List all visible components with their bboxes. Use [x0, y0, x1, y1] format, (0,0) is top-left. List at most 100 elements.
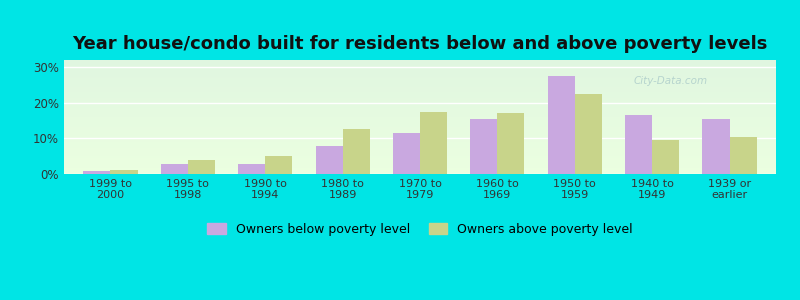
Bar — [64, 80, 776, 82]
Bar — [64, 85, 776, 86]
Bar — [64, 126, 776, 127]
Bar — [64, 103, 776, 104]
Bar — [64, 101, 776, 102]
Bar — [64, 116, 776, 117]
Bar — [64, 132, 776, 133]
Bar — [64, 94, 776, 95]
Bar — [64, 158, 776, 159]
Bar — [110, 170, 138, 174]
Bar — [64, 143, 776, 144]
Bar — [64, 88, 776, 90]
Bar — [64, 161, 776, 163]
Bar — [64, 128, 776, 130]
Bar — [64, 68, 776, 69]
Bar — [64, 133, 776, 134]
Bar — [64, 169, 776, 171]
Bar — [574, 94, 602, 174]
Bar — [64, 123, 776, 124]
Bar — [64, 111, 776, 112]
Bar — [64, 119, 776, 120]
Bar — [64, 75, 776, 76]
Text: City-Data.com: City-Data.com — [634, 76, 708, 85]
Bar — [315, 146, 342, 174]
Bar — [625, 115, 652, 174]
Bar — [64, 66, 776, 67]
Bar — [498, 113, 525, 174]
Bar — [266, 156, 292, 174]
Bar — [64, 110, 776, 111]
Bar — [64, 147, 776, 148]
Bar — [64, 109, 776, 110]
Bar — [470, 119, 498, 174]
Bar — [420, 112, 447, 174]
Bar — [64, 61, 776, 62]
Bar — [64, 136, 776, 137]
Bar — [64, 99, 776, 100]
Bar — [548, 76, 574, 174]
Bar — [64, 62, 776, 63]
Bar — [64, 104, 776, 106]
Bar — [64, 139, 776, 140]
Bar — [64, 69, 776, 70]
Bar — [64, 67, 776, 68]
Bar — [64, 151, 776, 152]
Bar — [64, 127, 776, 128]
Bar — [64, 76, 776, 77]
Bar — [64, 137, 776, 139]
Bar — [64, 172, 776, 173]
Legend: Owners below poverty level, Owners above poverty level: Owners below poverty level, Owners above… — [207, 223, 633, 236]
Bar — [64, 124, 776, 125]
Bar — [64, 122, 776, 123]
Bar — [64, 152, 776, 154]
Bar — [64, 97, 776, 98]
Bar — [64, 108, 776, 109]
Bar — [64, 64, 776, 66]
Bar — [64, 164, 776, 165]
Bar — [64, 60, 776, 61]
Bar — [64, 82, 776, 83]
Bar — [64, 71, 776, 73]
Bar — [64, 114, 776, 115]
Bar — [64, 117, 776, 118]
Bar — [64, 91, 776, 92]
Bar — [64, 130, 776, 131]
Bar — [64, 156, 776, 157]
Bar — [64, 171, 776, 172]
Bar — [161, 164, 188, 174]
Title: Year house/condo built for residents below and above poverty levels: Year house/condo built for residents bel… — [72, 35, 768, 53]
Bar — [64, 142, 776, 143]
Bar — [730, 136, 757, 174]
Bar — [64, 77, 776, 78]
Bar — [64, 159, 776, 160]
Bar — [64, 131, 776, 132]
Bar — [64, 167, 776, 168]
Bar — [64, 134, 776, 135]
Bar — [64, 98, 776, 99]
Bar — [64, 95, 776, 97]
Bar — [64, 149, 776, 150]
Bar — [64, 146, 776, 147]
Bar — [64, 73, 776, 74]
Bar — [64, 144, 776, 145]
Bar — [64, 78, 776, 80]
Bar — [64, 125, 776, 126]
Bar — [64, 115, 776, 116]
Bar — [64, 160, 776, 161]
Bar — [64, 92, 776, 93]
Bar — [64, 141, 776, 142]
Bar — [64, 112, 776, 114]
Bar — [188, 160, 215, 174]
Bar — [64, 166, 776, 167]
Bar — [64, 70, 776, 71]
Bar — [64, 86, 776, 87]
Bar — [652, 140, 679, 174]
Bar — [64, 165, 776, 166]
Bar — [64, 102, 776, 103]
Bar — [64, 135, 776, 136]
Bar — [83, 171, 110, 174]
Bar — [64, 84, 776, 85]
Bar — [64, 87, 776, 88]
Bar — [64, 83, 776, 84]
Bar — [64, 157, 776, 158]
Bar — [238, 164, 266, 174]
